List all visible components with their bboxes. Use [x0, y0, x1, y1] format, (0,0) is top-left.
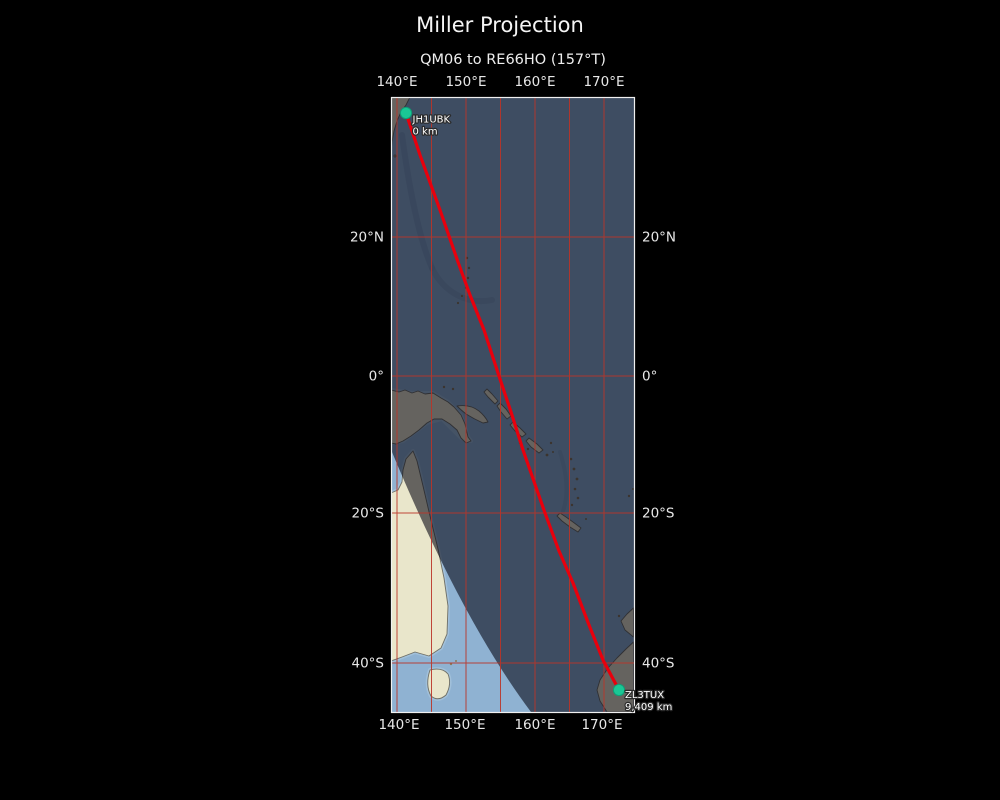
- tick-bottom-170e: 170°E: [581, 717, 622, 733]
- tick-top-140e: 140°E: [376, 74, 417, 90]
- end-callsign-label: ZL3TUX: [625, 690, 664, 701]
- figure-title: Miller Projection: [416, 13, 584, 37]
- tick-left-0: 0°: [369, 369, 384, 385]
- tasmania-land: [427, 668, 451, 700]
- end-marker-icon: [612, 683, 626, 697]
- graticule: [392, 98, 634, 712]
- tick-top-150e: 150°E: [445, 74, 486, 90]
- map-canvas: JH1UBK 0 km ZL3TUX 9,409 km 140°E 150°E …: [350, 74, 676, 733]
- tick-left-20s: 20°S: [352, 506, 385, 522]
- tick-left-40s: 40°S: [352, 656, 385, 672]
- tick-bottom-140e: 140°E: [378, 717, 419, 733]
- route-subtitle: QM06 to RE66HO (157°T): [420, 52, 606, 68]
- end-distance-label: 9,409 km: [625, 702, 672, 713]
- flinders-dot: [455, 660, 457, 662]
- tick-top-170e: 170°E: [583, 74, 624, 90]
- tick-right-40s: 40°S: [642, 656, 675, 672]
- tick-bottom-160e: 160°E: [514, 717, 555, 733]
- tick-right-20n: 20°N: [642, 230, 676, 246]
- tick-right-0: 0°: [642, 369, 657, 385]
- start-marker-icon: [399, 106, 413, 120]
- start-callsign-label: JH1UBK: [412, 115, 451, 126]
- tick-top-160e: 160°E: [514, 74, 555, 90]
- tick-left-20n: 20°N: [350, 230, 384, 246]
- great-circle-path: [404, 111, 621, 692]
- tick-bottom-150e: 150°E: [444, 717, 485, 733]
- night-shade-overlay: [392, 98, 634, 712]
- map-frame: [390, 96, 636, 714]
- tick-right-20s: 20°S: [642, 506, 675, 522]
- start-distance-label: 0 km: [413, 127, 438, 138]
